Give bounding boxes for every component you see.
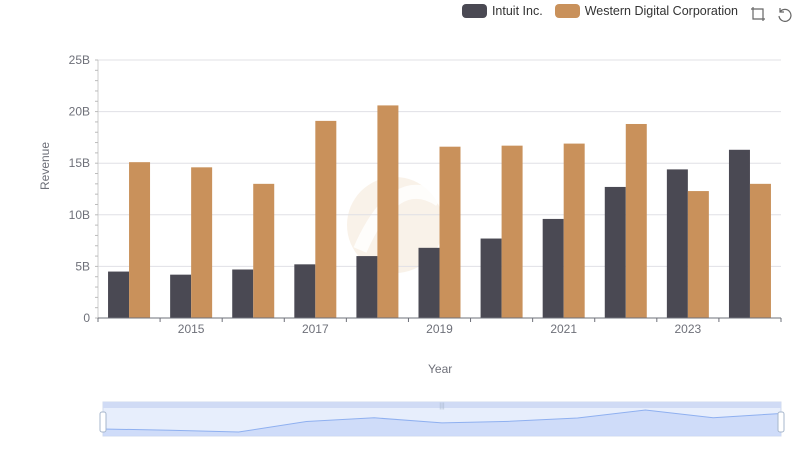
legend-item-intuit[interactable]: Intuit Inc. — [461, 4, 543, 18]
bar-intuit-2015 — [170, 274, 192, 318]
y-tick-label: 15B — [69, 156, 90, 170]
slider-handle-left[interactable] — [99, 411, 107, 433]
slider-top-bar — [103, 402, 781, 408]
bar-intuit-2017 — [294, 264, 316, 318]
bar-western-digital-2016 — [253, 183, 275, 318]
data-zoom-slider[interactable]: ||| — [99, 401, 785, 437]
y-tick-label: 0 — [83, 311, 90, 325]
y-axis-label: Revenue — [38, 141, 52, 190]
legend-label-intuit: Intuit Inc. — [491, 4, 543, 18]
slider-grip-icon: ||| — [439, 403, 445, 410]
bar-intuit-2024 — [728, 149, 750, 318]
x-tick-label: 2017 — [302, 322, 329, 336]
x-axis-label: Year — [428, 362, 453, 376]
bar-western-digital-2014 — [129, 162, 151, 318]
bar-western-digital-2021 — [563, 143, 585, 318]
bar-intuit-2020 — [480, 238, 502, 318]
y-tick-label: 10B — [69, 208, 90, 222]
x-tick-label: 2019 — [426, 322, 453, 336]
bar-intuit-2016 — [232, 269, 254, 318]
toolbox — [750, 6, 792, 22]
bar-western-digital-2023 — [687, 191, 709, 318]
bars — [108, 105, 771, 319]
bar-western-digital-2015 — [191, 167, 213, 318]
bar-intuit-2018 — [356, 256, 378, 318]
y-tick-label: 25B — [69, 53, 90, 67]
bar-intuit-2023 — [666, 169, 688, 318]
bar-western-digital-2019 — [439, 146, 461, 318]
bar-western-digital-2024 — [749, 183, 771, 318]
zoom-icon[interactable] — [750, 6, 766, 22]
x-tick-label: 2021 — [550, 322, 577, 336]
slider-trend-line — [102, 409, 782, 433]
legend-swatch-intuit — [461, 4, 487, 18]
y-axis-ticks: 0 5B 10B 15B 20B 25B — [69, 53, 91, 325]
x-tick-label: 2015 — [178, 322, 205, 336]
bar-western-digital-2018 — [377, 105, 399, 319]
bar-intuit-2014 — [108, 271, 130, 318]
legend-label-western-digital: Western Digital Corporation — [584, 4, 738, 18]
bar-intuit-2022 — [604, 186, 626, 318]
legend: Intuit Inc. Western Digital Corporation — [461, 4, 738, 18]
bar-intuit-2021 — [542, 218, 564, 318]
legend-item-western-digital[interactable]: Western Digital Corporation — [554, 4, 738, 18]
slider-handle-right[interactable] — [777, 411, 785, 433]
x-tick-label: 2023 — [675, 322, 702, 336]
y-tick-label: 20B — [69, 105, 90, 119]
bar-western-digital-2017 — [315, 120, 337, 318]
bar-intuit-2019 — [418, 247, 440, 318]
y-tick-label: 5B — [75, 259, 90, 273]
bar-western-digital-2020 — [501, 145, 523, 318]
restore-icon[interactable] — [776, 6, 792, 22]
legend-swatch-western-digital — [554, 4, 580, 18]
bar-western-digital-2022 — [625, 123, 647, 318]
x-axis: 2015 2017 2019 2021 2023 — [97, 317, 782, 336]
